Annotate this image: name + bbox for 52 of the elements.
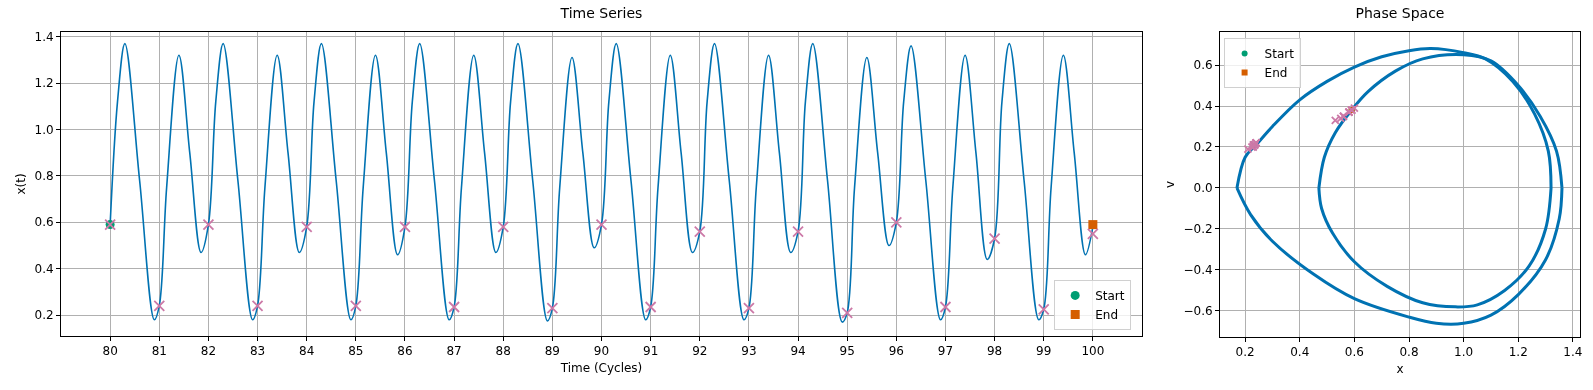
chart-title: Phase Space	[1355, 4, 1445, 21]
y-tick-label: 0.8	[34, 169, 54, 184]
x-tick-label: 90	[593, 344, 610, 359]
y-tick-label: 0.6	[34, 215, 54, 230]
x-tick-label: 94	[790, 344, 806, 359]
y-tick-label: 0.2	[1193, 140, 1213, 155]
y-tick-label: 1.4	[34, 29, 54, 44]
x-tick-label: 89	[544, 344, 560, 359]
x-tick-label: 83	[249, 344, 266, 359]
y-tick-label: 0.2	[34, 308, 54, 323]
y-tick-label: 0.4	[1193, 99, 1213, 114]
y-tick-label: −0.2	[1183, 222, 1213, 237]
y-axis-title: v	[1162, 180, 1177, 189]
x-axis-title: Time (Cycles)	[559, 361, 643, 376]
x-tick-label: 0.2	[1235, 345, 1255, 360]
y-axis-title: x(t)	[13, 173, 28, 195]
y-tick-label: 0.4	[34, 261, 54, 276]
chart-title: Time Series	[559, 4, 643, 21]
y-tick-label: 1.0	[34, 122, 54, 137]
x-tick-label: 0.4	[1290, 345, 1310, 360]
x-tick-label: 92	[692, 344, 708, 359]
x-tick-label: 91	[643, 344, 659, 359]
x-tick-label: 96	[888, 344, 904, 359]
x-tick-label: 87	[446, 344, 462, 359]
x-tick-label: 81	[151, 344, 167, 359]
x-tick-label: 1.4	[1563, 345, 1583, 360]
legend-label: Start	[1095, 289, 1125, 304]
x-tick-label: 95	[839, 344, 855, 359]
x-tick-label: 97	[937, 344, 954, 359]
x-tick-label: 84	[299, 344, 315, 359]
x-tick-label: 80	[102, 344, 118, 359]
x-tick-label: 85	[348, 344, 364, 359]
x-tick-label: 100	[1081, 344, 1105, 359]
x-tick-label: 1.0	[1454, 345, 1474, 360]
legend-label: End	[1095, 308, 1118, 323]
y-tick-label: −0.6	[1183, 304, 1213, 319]
y-tick-label: 0.6	[1193, 58, 1213, 73]
y-tick-label: 1.2	[34, 76, 54, 91]
x-tick-label: 98	[986, 344, 1003, 359]
x-tick-label: 93	[741, 344, 757, 359]
x-tick-label: 1.2	[1508, 345, 1528, 360]
y-tick-label: 0.0	[1193, 181, 1213, 196]
x-tick-label: 0.8	[1399, 345, 1419, 360]
x-tick-label: 82	[200, 344, 217, 359]
legend-label: End	[1264, 66, 1288, 81]
legend-label: Start	[1264, 47, 1295, 62]
x-axis-title: x	[1396, 362, 1404, 377]
x-tick-label: 86	[397, 344, 413, 359]
x-tick-label: 0.6	[1344, 345, 1364, 360]
x-tick-label: 88	[495, 344, 511, 359]
x-tick-label: 99	[1036, 344, 1052, 359]
y-tick-label: −0.4	[1183, 263, 1213, 278]
